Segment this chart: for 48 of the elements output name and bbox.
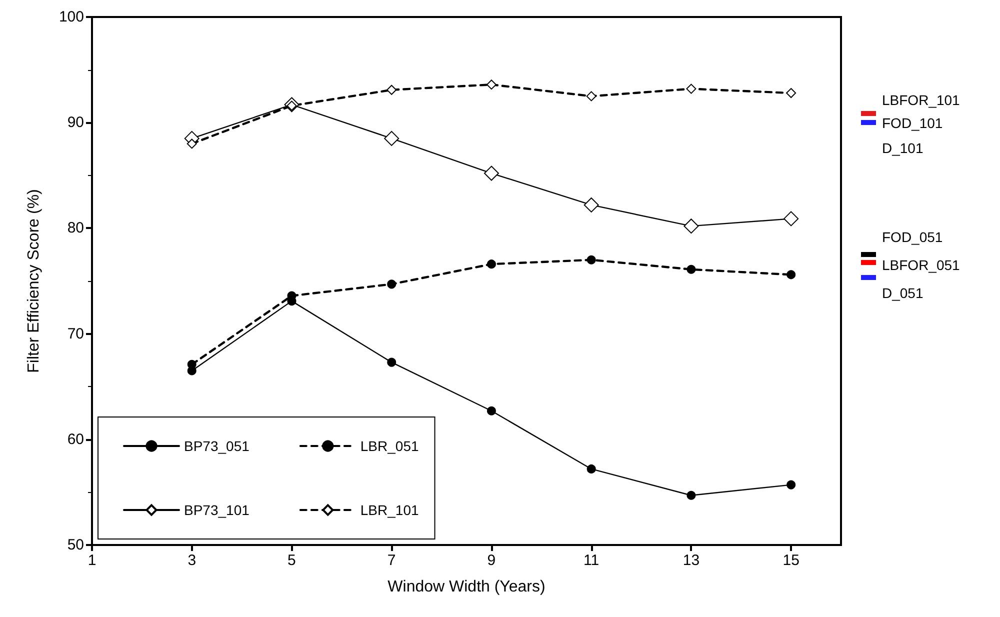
- point: [686, 84, 696, 94]
- point: [484, 166, 499, 181]
- point: [486, 406, 496, 416]
- legend-label: BP73_051: [184, 438, 250, 454]
- text: FOD_101: [882, 115, 943, 131]
- y-tick-label: 80: [67, 220, 84, 237]
- legend-label: LBR_051: [360, 438, 419, 454]
- x-tick-label: 3: [188, 552, 196, 569]
- point: [486, 260, 496, 269]
- x-tick-label: 9: [487, 552, 496, 569]
- point: [786, 88, 796, 98]
- point: [186, 138, 197, 149]
- x-tick-label: 7: [387, 552, 396, 569]
- point: [686, 264, 696, 274]
- text: LBFOR_101: [882, 92, 960, 108]
- point: [586, 91, 596, 102]
- point: [684, 218, 699, 234]
- x-tick-label: 13: [682, 552, 700, 569]
- text: D_051: [882, 285, 924, 301]
- x-axis-title: Window Width (Years): [388, 578, 546, 596]
- x-tick-label: 1: [88, 552, 96, 569]
- point: [584, 197, 599, 212]
- x-tick-label: 5: [288, 552, 296, 569]
- point: [586, 464, 596, 474]
- point: [786, 480, 796, 490]
- y-tick-label: 60: [67, 430, 84, 448]
- y-tick-label: 100: [58, 8, 84, 26]
- x-tick-label: 11: [584, 552, 600, 569]
- x-tick-label: 15: [782, 552, 800, 569]
- point: [784, 211, 799, 226]
- point: [387, 358, 396, 367]
- point: [586, 255, 596, 264]
- point: [486, 80, 496, 90]
- legend-label: LBR_101: [360, 502, 419, 518]
- y-tick-label: 90: [67, 114, 84, 132]
- y-tick-label: 70: [67, 325, 84, 342]
- point: [187, 360, 196, 369]
- y-tick-label: 50: [67, 536, 84, 554]
- legend-label: BP73_101: [184, 502, 250, 518]
- y-axis-title: Filter Efficiency Score (%): [26, 189, 42, 373]
- text: FOD_051: [882, 229, 943, 245]
- point: [686, 490, 696, 500]
- text: D_101: [882, 140, 924, 156]
- text: LBFOR_051: [882, 257, 960, 273]
- point: [786, 270, 796, 280]
- point: [387, 280, 396, 289]
- point: [386, 84, 397, 95]
- point: [384, 130, 400, 146]
